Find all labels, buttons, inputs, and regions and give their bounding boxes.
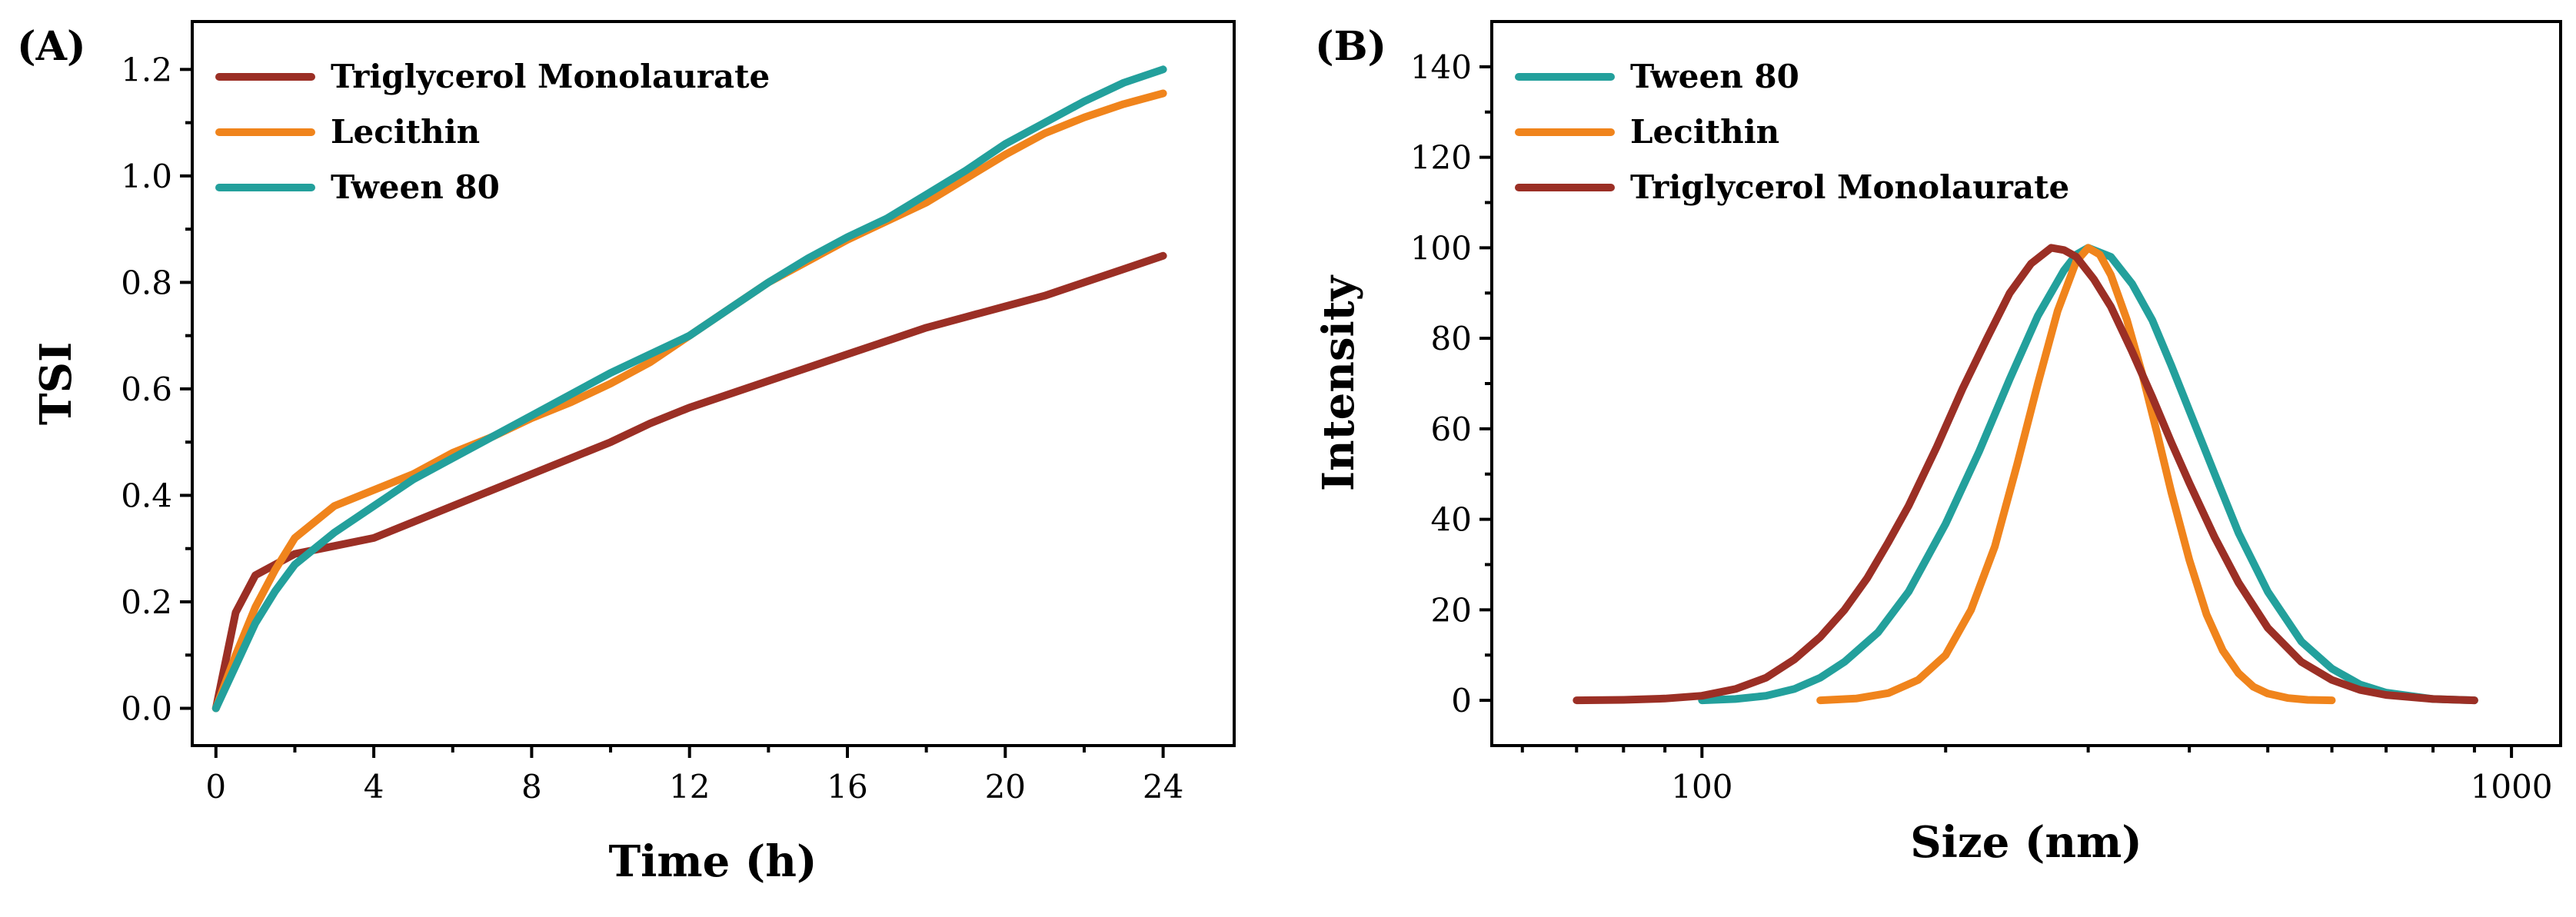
panel-b-y-tick-label: 20 [1431, 591, 1472, 629]
legend-label-lecithin: Lecithin [1630, 113, 1779, 151]
panel-b-y-ticks [1479, 65, 1492, 703]
panel-a-y-tick-label: 1.0 [121, 158, 172, 195]
panel-a-y-tick-labels: 0.0 0.2 0.4 0.6 0.8 1.0 1.2 [121, 51, 172, 727]
panel-a-y-tick-label: 0.6 [121, 370, 172, 408]
panel-a-y-axis-title: TSI [31, 342, 82, 425]
panel-b-y-tick-label: 0 [1451, 682, 1472, 719]
panel-b-legend: Tween 80 Lecithin Triglycerol Monolaurat… [1515, 58, 2069, 206]
panel-b-x-axis-title: Size (nm) [1910, 817, 2142, 868]
panel-a-label: (A) [17, 23, 86, 70]
panel-a-x-tick-label: 20 [985, 768, 1026, 806]
panel-a-x-tick-label: 8 [521, 768, 542, 806]
panel-a-y-tick-label: 0.2 [121, 583, 172, 621]
panel-b-x-tick-label: 1000 [2471, 768, 2553, 806]
legend-label-tween-80: Tween 80 [331, 168, 500, 206]
panel-a-x-tick-label: 4 [364, 768, 384, 806]
panel-b-y-tick-label: 40 [1431, 501, 1472, 539]
panel-b-y-axis-title: Intensity [1313, 274, 1364, 491]
legend-label-triglycerol-monolaurate: Triglycerol Monolaurate [1630, 168, 2069, 206]
panel-b-y-tick-label: 120 [1410, 139, 1472, 177]
panel-a: (A) 0 4 8 12 16 20 24 0.0 0.2 0.4 0.6 0.… [17, 20, 1236, 887]
panel-b-y-tick-label: 140 [1410, 48, 1472, 86]
panel-a-y-tick-label: 0.0 [121, 690, 172, 728]
panel-a-plot-frame [191, 20, 1236, 747]
panel-a-x-axis-title: Time (h) [608, 836, 817, 887]
panel-b-series [1573, 244, 2478, 705]
panel-b-y-tick-labels: 0 20 40 60 80 100 120 140 [1410, 48, 1472, 719]
panel-b-y-tick-label: 100 [1410, 229, 1472, 267]
panel-a-x-tick-label: 16 [827, 768, 867, 806]
panel-b-x-ticks [1520, 746, 2514, 758]
series-line-triglycerol-monolaurate [211, 251, 1167, 713]
series-line-tween-80 [211, 65, 1167, 713]
panel-b-y-tick-label: 80 [1431, 320, 1472, 357]
panel-a-x-ticks [214, 746, 1165, 758]
panel-b-label: (B) [1315, 23, 1386, 70]
panel-a-x-tick-label: 0 [205, 768, 226, 806]
series-line-triglycerol-monolaurate [1573, 244, 2478, 705]
panel-a-y-tick-label: 0.8 [121, 264, 172, 301]
panel-a-y-tick-label: 1.2 [121, 51, 172, 88]
panel-b-y-tick-label: 60 [1431, 410, 1472, 448]
panel-a-y-ticks [180, 68, 192, 710]
legend-label-lecithin: Lecithin [331, 113, 480, 151]
panel-b: (B) 100 1000 0 20 40 60 80 100 120 140 [1313, 20, 2562, 868]
panel-a-x-tick-label: 12 [669, 768, 710, 806]
legend-label-tween-80: Tween 80 [1630, 58, 1799, 95]
legend-label-triglycerol-monolaurate: Triglycerol Monolaurate [331, 58, 770, 95]
series-line-lecithin [1816, 244, 2336, 705]
panel-a-x-tick-label: 24 [1143, 768, 1183, 806]
series-line-tween-80 [1698, 244, 2478, 705]
panel-b-x-tick-labels: 100 1000 [1671, 768, 2552, 806]
panel-a-x-tick-labels: 0 4 8 12 16 20 24 [205, 768, 1183, 806]
panel-a-y-tick-label: 0.4 [121, 477, 172, 514]
panel-a-series [211, 65, 1167, 713]
panel-a-legend: Triglycerol Monolaurate Lecithin Tween 8… [215, 58, 770, 206]
series-line-lecithin [211, 89, 1167, 713]
panel-b-x-tick-label: 100 [1671, 768, 1732, 806]
